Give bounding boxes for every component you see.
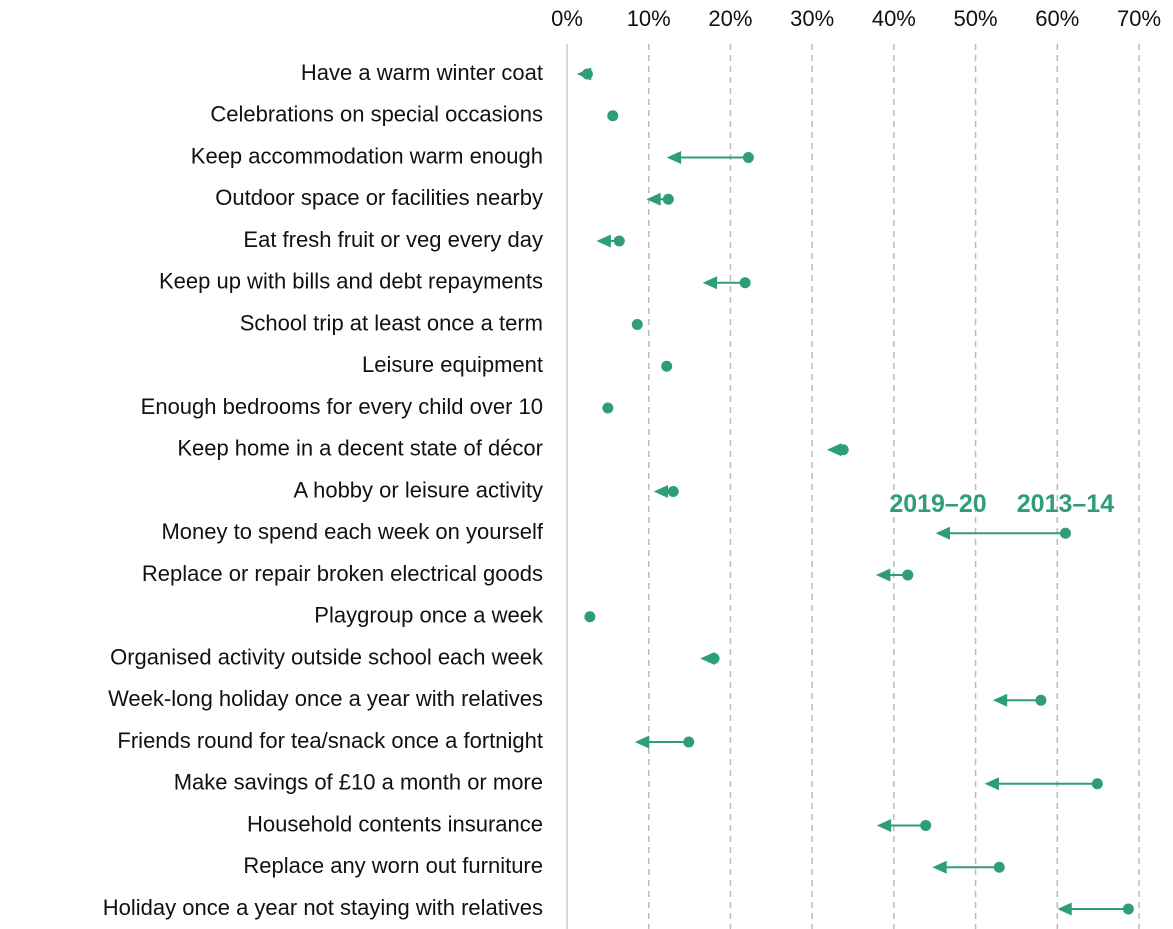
dot <box>1035 694 1047 706</box>
dot <box>662 193 674 205</box>
dot <box>581 68 593 80</box>
x-tick-label: 50% <box>954 6 998 31</box>
arrow <box>702 276 746 290</box>
legend-label: 2013–14 <box>1017 490 1114 518</box>
dot <box>1059 527 1071 539</box>
dot <box>902 569 914 581</box>
y-tick-label: Leisure equipment <box>362 352 543 377</box>
y-tick-label: Have a warm winter coat <box>301 60 543 85</box>
dot <box>742 152 754 163</box>
dot <box>602 402 614 414</box>
dot <box>739 277 751 289</box>
dot <box>993 861 1005 873</box>
dot <box>607 110 619 122</box>
arrow <box>932 860 1000 874</box>
x-tick-label: 30% <box>790 6 834 31</box>
dot <box>837 444 849 456</box>
y-tick-label: Keep home in a decent state of décor <box>177 436 543 461</box>
arrow <box>634 735 689 749</box>
x-tick-label: 40% <box>872 6 916 31</box>
arrow <box>666 150 749 165</box>
y-tick-label: Enough bedrooms for every child over 10 <box>141 394 543 419</box>
dot <box>1122 903 1134 915</box>
y-tick-label: Replace any worn out furniture <box>243 853 543 878</box>
y-tick-label: Outdoor space or facilities nearby <box>215 185 543 210</box>
x-tick-label: 10% <box>627 6 671 31</box>
dot <box>613 235 625 247</box>
y-tick-label: Friends round for tea/snack once a fortn… <box>117 728 543 753</box>
y-tick-label: Week-long holiday once a year with relat… <box>108 686 543 711</box>
dot <box>631 319 643 330</box>
y-tick-label: Holiday once a year not staying with rel… <box>103 895 543 920</box>
dot <box>661 360 673 372</box>
y-tick-label: Eat fresh fruit or veg every day <box>243 227 543 252</box>
y-tick-label: Celebrations on special occasions <box>210 102 543 127</box>
y-tick-label: Make savings of £10 a month or more <box>174 770 543 795</box>
y-tick-label: Playgroup once a week <box>314 603 544 628</box>
x-tick-label: 60% <box>1035 6 1079 31</box>
dot <box>584 611 596 623</box>
dot <box>708 653 720 664</box>
arrow <box>935 526 1066 540</box>
x-tick-label: 0% <box>551 6 583 31</box>
y-tick-label: Keep up with bills and debt repayments <box>159 269 543 294</box>
arrow <box>876 818 926 833</box>
arrow <box>992 693 1041 707</box>
y-tick-label: A hobby or leisure activity <box>294 477 543 502</box>
y-tick-label: Money to spend each week on yourself <box>161 519 543 544</box>
arrow <box>1057 902 1129 916</box>
dot <box>920 820 932 831</box>
dot <box>683 736 695 748</box>
arrow <box>984 777 1098 791</box>
y-tick-label: Household contents insurance <box>247 811 543 836</box>
y-tick-label: Keep accommodation warm enough <box>191 143 543 168</box>
y-tick-label: Replace or repair broken electrical good… <box>142 561 543 586</box>
dot <box>667 486 679 497</box>
x-tick-label: 20% <box>708 6 752 31</box>
x-tick-label: 70% <box>1117 6 1161 31</box>
dot <box>1091 778 1103 790</box>
y-tick-label: School trip at least once a term <box>240 310 543 335</box>
y-tick-label: Organised activity outside school each w… <box>110 644 544 669</box>
legend-label: 2019–20 <box>889 490 986 518</box>
